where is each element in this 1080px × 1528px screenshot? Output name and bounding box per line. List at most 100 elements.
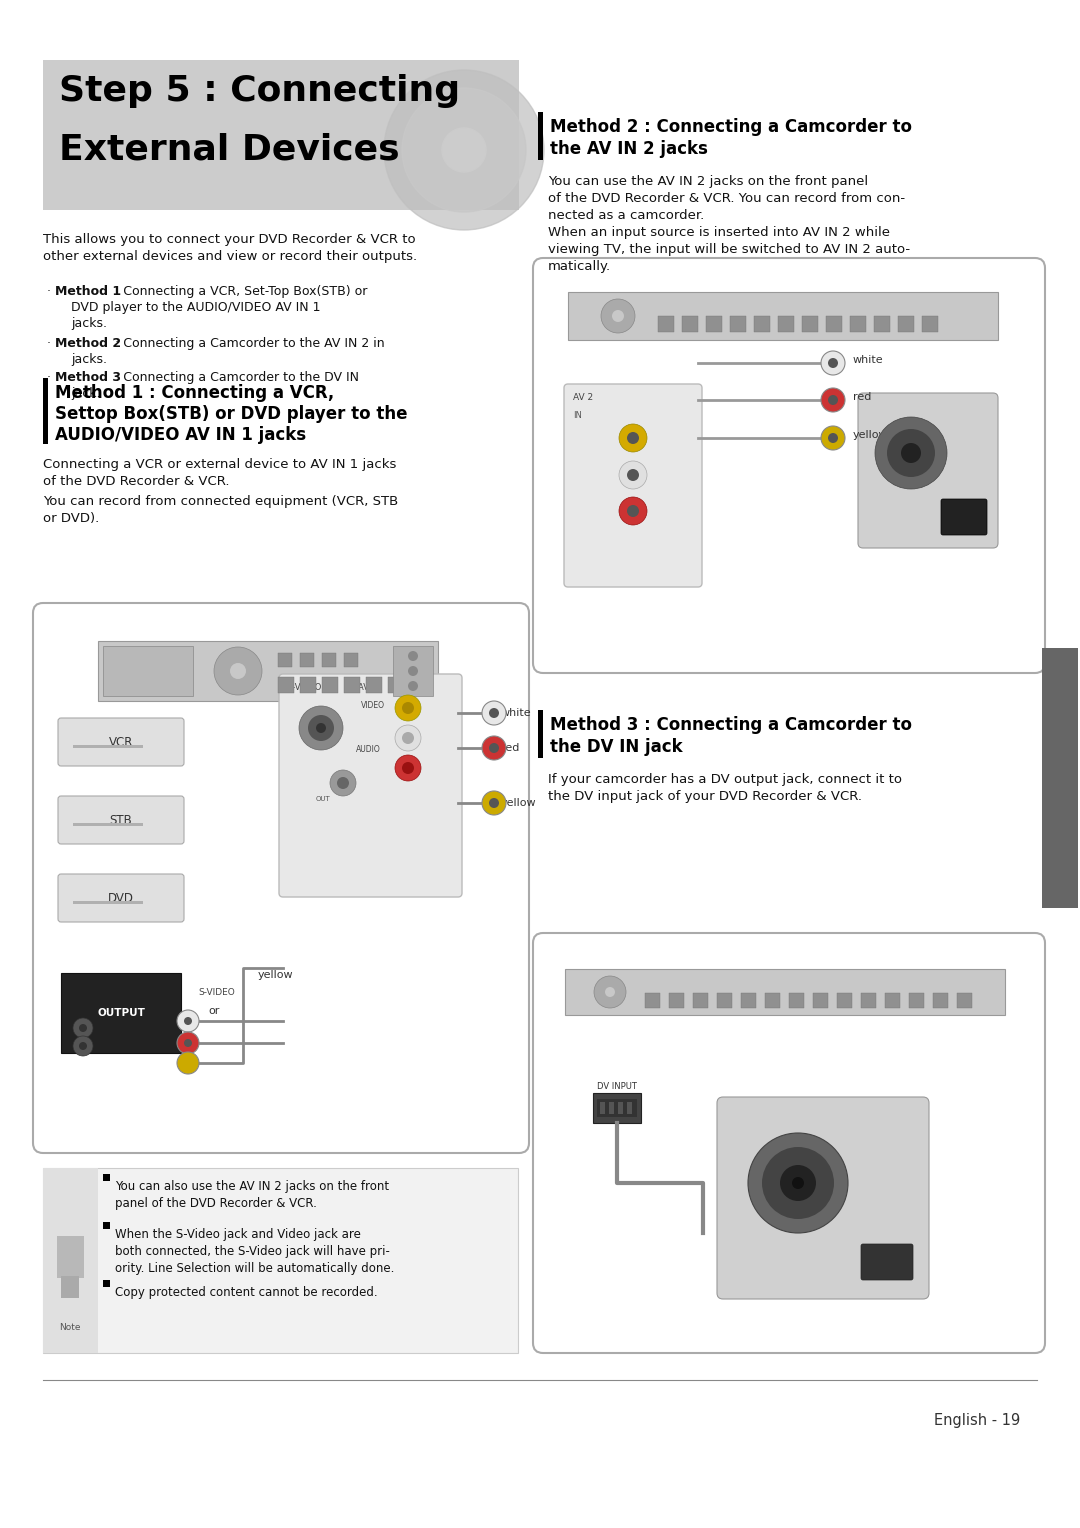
Bar [593,1093,642,1123]
Text: or: or [208,1005,219,1016]
Text: External Devices: External Devices [59,131,400,167]
Circle shape [177,1010,199,1031]
Circle shape [482,701,507,724]
Text: yellow: yellow [258,970,294,979]
Circle shape [887,429,935,477]
Bar [366,677,382,694]
Circle shape [875,417,947,489]
Text: white: white [501,707,531,718]
Bar [669,993,684,1008]
Bar [43,377,48,445]
Circle shape [79,1042,87,1050]
Circle shape [605,987,615,996]
FancyBboxPatch shape [861,1244,913,1280]
Bar [60,973,181,1053]
Circle shape [395,695,421,721]
Circle shape [619,461,647,489]
Bar [278,677,294,694]
Circle shape [594,976,626,1008]
Circle shape [395,755,421,781]
Circle shape [619,423,647,452]
Circle shape [337,778,349,788]
Text: AUDIO: AUDIO [356,746,381,753]
Bar [345,677,360,694]
FancyBboxPatch shape [564,384,702,587]
Text: OUTPUT: OUTPUT [948,513,981,520]
Bar [103,1222,110,1229]
Circle shape [79,1024,87,1031]
Bar [322,652,336,668]
Circle shape [489,707,499,718]
Text: Connections: Connections [1053,741,1067,814]
Circle shape [612,310,624,322]
Text: the DV input jack of your DVD Recorder & VCR.: the DV input jack of your DVD Recorder &… [548,790,862,804]
FancyBboxPatch shape [534,258,1045,672]
Text: If your camcorder has a DV output jack, connect it to: If your camcorder has a DV output jack, … [548,773,902,785]
Bar [754,316,770,332]
Bar [103,1280,110,1287]
Text: Copy protected content cannot be recorded.: Copy protected content cannot be recorde… [114,1287,378,1299]
Text: Method 2 : Connecting a Camcorder to: Method 2 : Connecting a Camcorder to [550,118,912,136]
FancyBboxPatch shape [58,796,184,843]
Text: VCR: VCR [109,735,133,749]
Bar [43,60,519,209]
Text: the DV IN jack: the DV IN jack [550,738,683,756]
Text: ·: · [48,286,55,298]
Text: Method 2: Method 2 [55,338,121,350]
Bar [278,652,292,668]
Text: DV OUT: DV OUT [873,1258,902,1267]
FancyBboxPatch shape [58,874,184,921]
Circle shape [214,646,262,695]
Bar [103,1174,110,1181]
Circle shape [489,798,499,808]
FancyBboxPatch shape [58,718,184,766]
Text: ·: · [48,371,55,384]
Text: yellow: yellow [501,798,537,808]
FancyBboxPatch shape [941,500,987,535]
Text: red: red [501,743,519,753]
Circle shape [73,1018,93,1038]
Text: AV IN: AV IN [357,683,380,692]
Bar [1042,648,1078,908]
Circle shape [384,70,544,231]
Text: Step 5 : Connecting: Step 5 : Connecting [59,73,460,108]
Circle shape [73,1036,93,1056]
Text: : Connecting a VCR, Set-Top Box(STB) or: : Connecting a VCR, Set-Top Box(STB) or [111,286,367,298]
Text: : Connecting a Camcorder to the AV IN 2 in: : Connecting a Camcorder to the AV IN 2 … [111,338,384,350]
Bar [837,993,852,1008]
Circle shape [489,743,499,753]
Circle shape [184,1039,192,1047]
Text: DVD player to the AUDIO/VIDEO AV IN 1: DVD player to the AUDIO/VIDEO AV IN 1 [71,301,321,313]
Bar [813,993,828,1008]
Bar [645,993,660,1008]
Bar [538,711,543,758]
Text: other external devices and view or record their outputs.: other external devices and view or recor… [43,251,417,263]
Bar [706,316,723,332]
Text: the AV IN 2 jacks: the AV IN 2 jacks [550,141,707,157]
FancyBboxPatch shape [717,1097,929,1299]
Circle shape [828,432,838,443]
Text: DVD: DVD [108,891,134,905]
Text: STB: STB [110,813,133,827]
Bar [73,746,143,749]
Text: VIDEO: VIDEO [361,701,384,711]
Bar [789,993,804,1008]
Text: When an input source is inserted into AV IN 2 while: When an input source is inserted into AV… [548,226,890,238]
Circle shape [395,724,421,750]
Circle shape [177,1031,199,1054]
Circle shape [780,1164,816,1201]
Circle shape [442,128,486,173]
Bar [393,646,433,695]
Text: jack.: jack. [71,387,100,400]
Bar [300,652,314,668]
Text: This allows you to connect your DVD Recorder & VCR to: This allows you to connect your DVD Reco… [43,232,416,246]
Circle shape [821,388,845,413]
Circle shape [901,443,921,463]
Text: IN: IN [573,411,582,420]
Circle shape [177,1051,199,1074]
Circle shape [402,89,526,212]
Circle shape [184,1018,192,1025]
Bar [568,292,998,341]
Bar [765,993,780,1008]
Bar [957,993,972,1008]
